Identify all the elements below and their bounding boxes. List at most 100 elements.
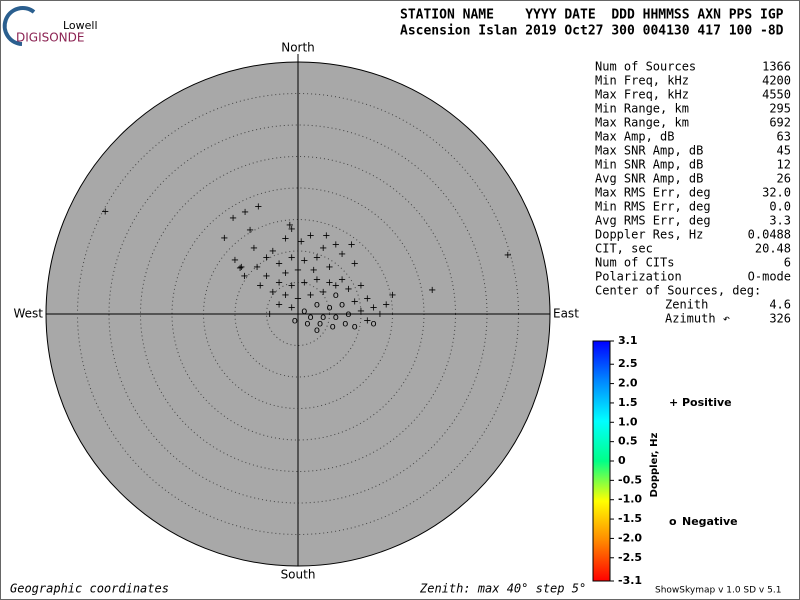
source-point: +: [319, 243, 327, 254]
source-point: +: [306, 290, 314, 301]
source-point: +: [332, 240, 340, 251]
source-point: +: [275, 300, 283, 311]
stat-label: Min RMS Err, deg: [595, 200, 711, 214]
stat-label: Max SNR Amp, dB: [595, 144, 703, 158]
colorbar-tick-label: 3.1: [618, 334, 638, 347]
source-point: +: [369, 303, 377, 314]
source-point: +: [319, 287, 327, 298]
source-point: +: [231, 255, 239, 266]
source-point: +: [275, 278, 283, 289]
source-point: o: [342, 318, 348, 329]
legend-label: Positive: [682, 396, 732, 409]
stat-value: 0.0: [769, 200, 791, 214]
source-point: +: [388, 290, 396, 301]
center-label: Azimuth ↶: [665, 312, 730, 326]
footer-right: ShowSkymap v 1.0 SD v 5.1: [655, 586, 781, 596]
source-point: +: [262, 271, 270, 282]
stat-label: Doppler Res, Hz: [595, 228, 703, 242]
center-label: Zenith: [665, 298, 708, 312]
source-point: o: [326, 303, 332, 314]
source-point: o: [333, 312, 339, 323]
source-point: +: [241, 207, 249, 218]
source-point: +: [363, 315, 371, 326]
stat-label: Max Amp, dB: [595, 130, 674, 144]
stat-value: O-mode: [748, 270, 791, 284]
source-point: +: [288, 252, 296, 263]
colorbar-tick-label: -0.5: [618, 473, 642, 486]
source-point: o: [320, 312, 326, 323]
stat-label: Num of CITs: [595, 256, 674, 270]
source-point: +: [313, 252, 321, 263]
source-point: +: [338, 249, 346, 260]
source-point: +: [300, 278, 308, 289]
direction-label: West: [13, 307, 43, 321]
source-point: +: [269, 246, 277, 257]
source-point: +: [382, 300, 390, 311]
source-point: o: [301, 306, 307, 317]
direction-label: East: [553, 307, 579, 321]
footer-left: Geographic coordinates: [10, 582, 169, 596]
stat-value: 26: [777, 172, 791, 186]
source-point: +: [294, 293, 302, 304]
source-point: +: [288, 281, 296, 292]
colorbar-tick-label: 1.0: [618, 415, 638, 428]
source-point: o: [314, 325, 320, 336]
stat-value: 32.0: [762, 186, 791, 200]
colorbar-tick-label: 2.5: [618, 357, 638, 370]
source-point: +: [306, 230, 314, 241]
stat-value: 692: [769, 116, 791, 130]
source-point: +: [294, 265, 302, 276]
stat-value: 3.3: [769, 214, 791, 228]
source-point: +: [229, 213, 237, 224]
direction-label: South: [281, 568, 316, 582]
stat-label: Avg RMS Err, deg: [595, 214, 711, 228]
stat-value: 1366: [762, 60, 791, 74]
logo-top: Lowell: [63, 19, 98, 32]
stat-label: Num of Sources: [595, 60, 696, 74]
direction-label: North: [281, 41, 315, 55]
source-point: +: [344, 284, 352, 295]
source-point: +: [504, 250, 512, 261]
source-point: o: [345, 309, 351, 320]
source-point: o: [304, 318, 310, 329]
source-point: o: [314, 300, 320, 311]
colorbar-label: Doppler, Hz: [649, 433, 660, 498]
stat-value: 4200: [762, 74, 791, 88]
stat-label: Polarization: [595, 270, 682, 284]
source-point: +: [357, 281, 365, 292]
source-point: o: [352, 322, 358, 333]
source-point: o: [330, 322, 336, 333]
center-title: Center of Sources, deg:: [595, 284, 761, 298]
stat-label: Min SNR Amp, dB: [595, 158, 703, 172]
logo-bottom: DIGISONDE: [16, 31, 84, 45]
source-point: +: [254, 201, 262, 212]
source-point: +: [376, 309, 384, 320]
source-point: +: [338, 274, 346, 285]
source-point: +: [101, 206, 109, 217]
colorbar-tick-label: -2.0: [618, 531, 642, 544]
source-point: +: [286, 220, 294, 231]
colorbar-tick-label: 2.0: [618, 377, 638, 390]
source-point: +: [428, 285, 436, 296]
stat-label: Max Range, km: [595, 116, 689, 130]
stat-value: 12: [777, 158, 791, 172]
source-point: +: [281, 290, 289, 301]
source-point: +: [363, 293, 371, 304]
source-point: +: [288, 224, 296, 235]
colorbar-tick-label: 0: [618, 454, 626, 467]
source-point: +: [357, 306, 365, 317]
source-point: o: [339, 300, 345, 311]
source-point: +: [288, 303, 296, 314]
source-point: +: [351, 259, 359, 270]
source-point: +: [250, 243, 258, 254]
source-point: +: [237, 262, 245, 273]
colorbar-tick-label: 0.5: [618, 435, 638, 448]
logo: Lowell DIGISONDE: [2, 6, 98, 46]
source-point: +: [325, 278, 333, 289]
source-point: +: [262, 252, 270, 263]
stat-value: 4550: [762, 88, 791, 102]
source-point: +: [347, 240, 355, 251]
source-point: o: [317, 318, 323, 329]
source-point: +: [236, 263, 244, 274]
